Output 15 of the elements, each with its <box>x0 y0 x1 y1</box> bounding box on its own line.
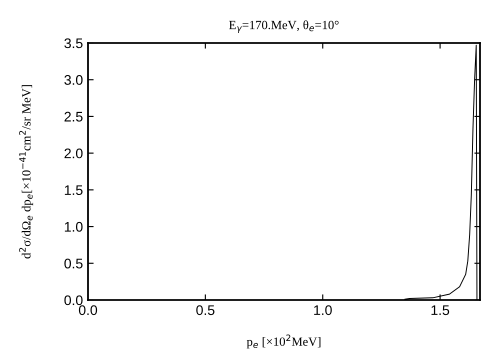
x-tick-label: 1.5 <box>432 305 450 316</box>
x-tick-label: 0.5 <box>196 305 214 316</box>
x-tick-label: 0.0 <box>78 305 98 316</box>
y-tick-label: 1.5 <box>64 185 83 196</box>
y-tick-label: 2.5 <box>64 112 83 122</box>
y-tick-label: 3.0 <box>64 75 83 85</box>
x-tick-label: 1.0 <box>314 305 332 316</box>
chart-title: E$_{γ}$=170.MeV, θ$_{e}$=10° <box>229 20 339 33</box>
y-tick-label: 1.0 <box>64 222 83 232</box>
text: d$^{2}$σ/dΩ$_{e}$ dp$_{e}$[×10$^{−41}$cm$^{2}$/sr MeV] <box>19 85 34 258</box>
y-tick-label: 0.5 <box>64 258 83 268</box>
y-tick-label: 0.0 <box>64 295 83 306</box>
y-tick-label: 2.0 <box>64 148 83 158</box>
y-tick-label: 3.5 <box>64 38 83 48</box>
x-axis-title: p$_{e}$ [×10$^{2}$MeV] <box>246 334 320 348</box>
